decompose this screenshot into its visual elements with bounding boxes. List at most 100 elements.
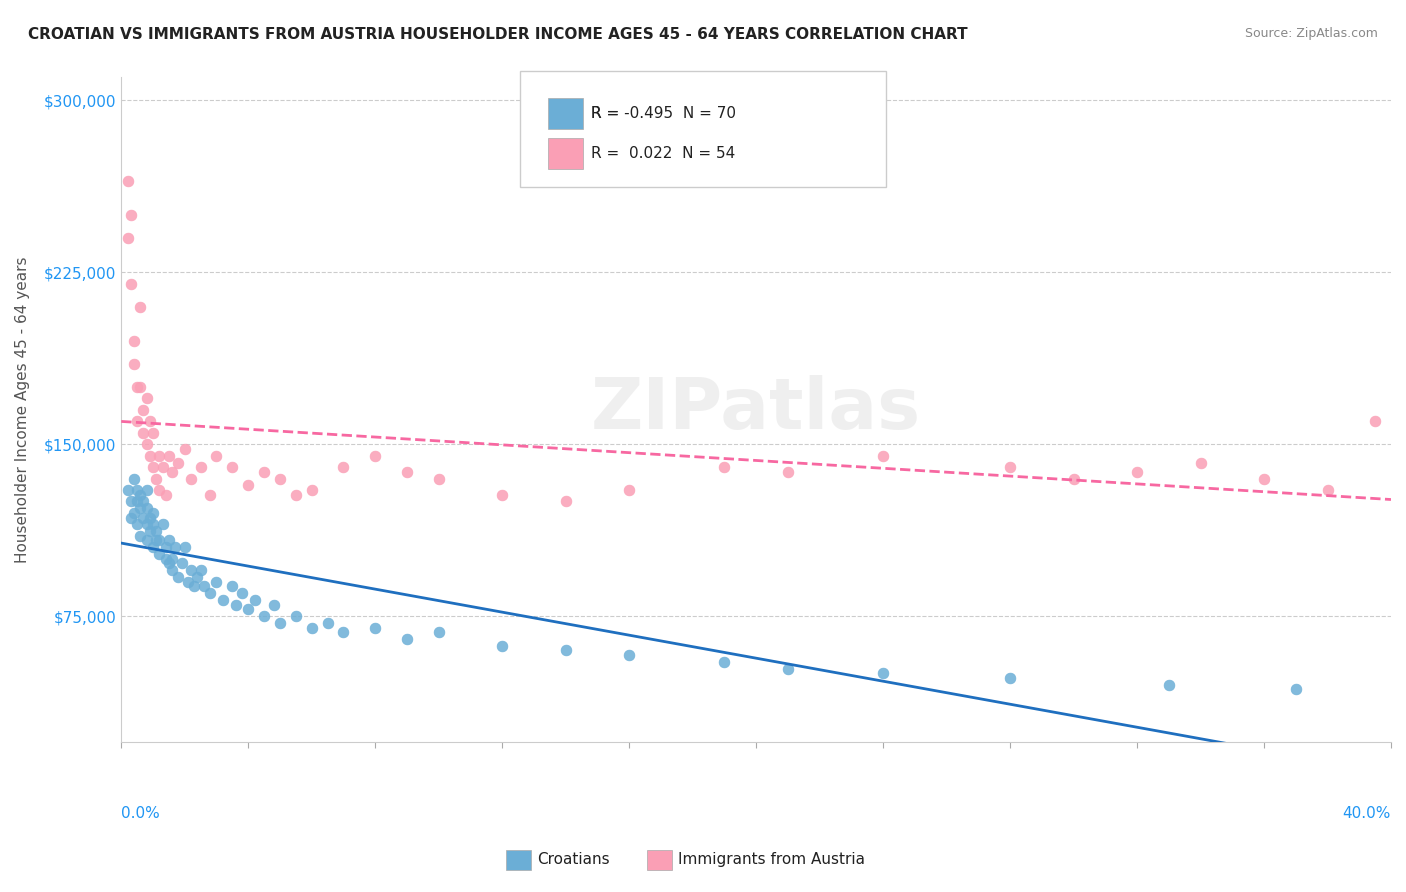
Point bbox=[120, 494, 142, 508]
Point bbox=[117, 483, 139, 497]
Point bbox=[132, 402, 155, 417]
Point bbox=[135, 483, 157, 497]
Point bbox=[135, 533, 157, 548]
Text: Croatians: Croatians bbox=[537, 853, 610, 867]
Point bbox=[617, 483, 640, 497]
Point bbox=[132, 510, 155, 524]
Point bbox=[142, 517, 165, 532]
Point bbox=[491, 487, 513, 501]
Point bbox=[554, 494, 576, 508]
Text: R =: R = bbox=[591, 106, 624, 120]
Point bbox=[120, 510, 142, 524]
Point bbox=[1189, 456, 1212, 470]
Point bbox=[205, 574, 228, 589]
Point bbox=[269, 472, 291, 486]
Point bbox=[395, 465, 418, 479]
Point bbox=[205, 449, 228, 463]
Point bbox=[998, 671, 1021, 685]
Point bbox=[129, 380, 152, 394]
Point bbox=[132, 425, 155, 440]
Point bbox=[180, 563, 202, 577]
Point bbox=[253, 609, 276, 624]
Point bbox=[193, 579, 215, 593]
Point bbox=[998, 460, 1021, 475]
Point bbox=[129, 529, 152, 543]
Text: 0.0%: 0.0% bbox=[121, 806, 160, 822]
Point bbox=[198, 487, 221, 501]
Point bbox=[145, 533, 167, 548]
Point bbox=[117, 231, 139, 245]
Point bbox=[157, 557, 180, 571]
Point bbox=[160, 465, 183, 479]
Point bbox=[170, 557, 193, 571]
Point bbox=[776, 465, 799, 479]
Point bbox=[225, 598, 247, 612]
Point bbox=[1285, 682, 1308, 697]
Point bbox=[135, 501, 157, 516]
Point bbox=[142, 506, 165, 520]
Point bbox=[148, 483, 170, 497]
Point bbox=[120, 277, 142, 291]
Point bbox=[221, 460, 243, 475]
Point bbox=[269, 615, 291, 630]
Point bbox=[139, 414, 162, 428]
Point bbox=[145, 472, 167, 486]
Point bbox=[190, 460, 212, 475]
Point bbox=[127, 483, 149, 497]
Point bbox=[284, 609, 307, 624]
Point bbox=[364, 449, 387, 463]
Point bbox=[180, 472, 202, 486]
Point bbox=[152, 517, 174, 532]
Text: R =  0.022  N = 54: R = 0.022 N = 54 bbox=[591, 146, 735, 161]
Point bbox=[139, 449, 162, 463]
Point bbox=[221, 579, 243, 593]
Point bbox=[135, 392, 157, 406]
Point bbox=[127, 380, 149, 394]
Point bbox=[1364, 414, 1386, 428]
Point bbox=[872, 449, 894, 463]
Point bbox=[127, 494, 149, 508]
Point bbox=[263, 598, 285, 612]
Point bbox=[173, 541, 195, 555]
Point bbox=[554, 643, 576, 657]
Point bbox=[122, 506, 145, 520]
Point bbox=[122, 357, 145, 371]
Point bbox=[148, 449, 170, 463]
Point bbox=[186, 570, 208, 584]
Point bbox=[129, 300, 152, 314]
Point bbox=[142, 425, 165, 440]
Point bbox=[284, 487, 307, 501]
Point bbox=[190, 563, 212, 577]
Point bbox=[120, 208, 142, 222]
Text: ZIPatlas: ZIPatlas bbox=[591, 376, 921, 444]
Point bbox=[132, 494, 155, 508]
Point bbox=[173, 442, 195, 456]
Point bbox=[301, 621, 323, 635]
Point bbox=[238, 478, 260, 492]
Point bbox=[776, 662, 799, 676]
Point bbox=[301, 483, 323, 497]
Point bbox=[139, 510, 162, 524]
Point bbox=[713, 460, 735, 475]
Point bbox=[332, 625, 354, 640]
Point bbox=[167, 456, 190, 470]
Point bbox=[155, 541, 177, 555]
Point bbox=[231, 586, 253, 600]
Point bbox=[165, 541, 187, 555]
Point bbox=[198, 586, 221, 600]
Point bbox=[129, 487, 152, 501]
Point bbox=[117, 173, 139, 187]
Point bbox=[127, 414, 149, 428]
Point bbox=[135, 517, 157, 532]
Text: CROATIAN VS IMMIGRANTS FROM AUSTRIA HOUSEHOLDER INCOME AGES 45 - 64 YEARS CORREL: CROATIAN VS IMMIGRANTS FROM AUSTRIA HOUS… bbox=[28, 27, 967, 42]
Point bbox=[872, 666, 894, 681]
Point bbox=[395, 632, 418, 646]
Point bbox=[148, 533, 170, 548]
Text: Immigrants from Austria: Immigrants from Austria bbox=[678, 853, 865, 867]
Y-axis label: Householder Income Ages 45 - 64 years: Householder Income Ages 45 - 64 years bbox=[15, 257, 30, 563]
Point bbox=[122, 334, 145, 348]
Point bbox=[122, 472, 145, 486]
Point bbox=[155, 551, 177, 566]
Point bbox=[142, 541, 165, 555]
Point bbox=[139, 524, 162, 539]
